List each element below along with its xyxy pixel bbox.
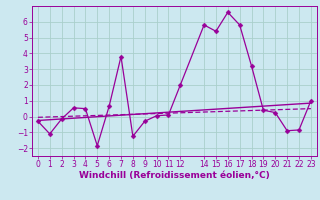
X-axis label: Windchill (Refroidissement éolien,°C): Windchill (Refroidissement éolien,°C) <box>79 171 270 180</box>
